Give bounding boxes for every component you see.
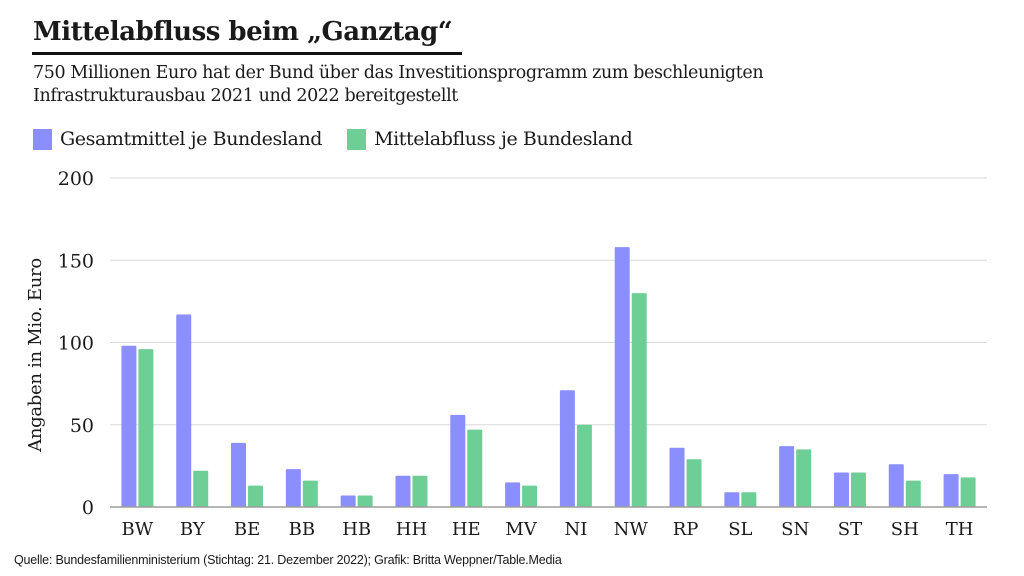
bar-sh-series-2 [905,480,921,507]
x-tick-label: NI [564,519,587,540]
bar-sl-series-2 [741,492,757,507]
bar-rp-series-2 [686,459,702,507]
x-tick-label: BB [289,519,315,540]
bar-th-series-2 [960,477,976,507]
y-axis-ticks: 0 50 100 150 200 [58,168,94,519]
x-tick-label: BW [122,519,154,540]
legend-item-gesamtmittel: Gesamtmittel je Bundesland [33,128,322,150]
bar-sn-series-1 [779,446,795,507]
legend-item-mittelabfluss: Mittelabfluss je Bundesland [347,128,633,150]
x-tick-label: HE [452,519,481,540]
x-tick-label: BE [234,519,260,540]
title-underline [32,52,462,55]
bar-st-series-2 [850,472,866,507]
x-tick-label: TH [946,519,974,540]
x-tick-label: HH [396,519,427,540]
bar-by-series-1 [176,314,192,507]
x-tick-label: SH [891,519,919,540]
x-tick-label: ST [838,519,862,540]
bar-hh-series-2 [412,475,428,507]
bar-nw-series-2 [631,293,647,507]
bar-sh-series-1 [888,464,904,507]
x-tick-label: BY [180,519,206,540]
legend-swatch-series-2 [347,128,367,150]
bar-he-series-1 [450,414,466,507]
source-note: Quelle: Bundesfamilienministerium (Stich… [14,553,562,567]
bar-bw-series-2 [138,349,154,507]
bar-sl-series-1 [724,492,740,507]
bar-bb-series-2 [302,480,318,507]
y-axis-label: Angaben in Mio. Euro [25,258,46,453]
bar-ni-series-1 [559,390,575,507]
bar-mv-series-2 [522,485,538,507]
bars [121,247,976,507]
y-tick-label: 50 [70,415,94,437]
bar-ni-series-2 [576,424,592,507]
bar-sn-series-2 [796,449,812,507]
bar-he-series-2 [467,429,483,507]
x-tick-label: NW [614,519,649,540]
bar-bb-series-1 [285,469,301,507]
chart-title: Mittelabfluss beim „Ganztag“ [33,17,453,47]
x-tick-label: SN [781,519,809,540]
bar-be-series-2 [248,485,264,507]
bar-hh-series-1 [395,475,411,507]
bar-hb-series-2 [357,495,373,507]
subtitle-line-2: Infrastrukturausbau 2021 und 2022 bereit… [33,86,458,106]
x-axis-ticks: BW BY BE BB HB HH HE MV NI NW RP SL SN ST SH TH [122,519,974,540]
x-tick-label: RP [673,519,699,540]
bar-th-series-1 [943,474,959,507]
bar-by-series-2 [193,470,209,507]
bar-rp-series-1 [669,447,685,507]
bar-bw-series-1 [121,345,137,507]
x-tick-label: SL [728,519,752,540]
y-tick-label: 200 [58,168,94,190]
chart-subtitle: 750 Millionen Euro hat der Bund über das… [33,62,933,108]
legend-label-series-1: Gesamtmittel je Bundesland [60,128,323,150]
y-tick-label: 150 [58,250,94,272]
subtitle-line-1: 750 Millionen Euro hat der Bund über das… [33,63,764,83]
chart-legend: Gesamtmittel je Bundesland Mittelabfluss… [33,128,657,150]
bar-st-series-1 [833,472,849,507]
y-tick-label: 0 [82,497,94,519]
bar-nw-series-1 [614,247,630,507]
x-tick-label: HB [342,519,371,540]
y-tick-label: 100 [58,333,94,355]
gridlines [110,177,987,426]
x-tick-label: MV [505,519,537,540]
bar-be-series-1 [231,442,247,507]
legend-label-series-2: Mittelabfluss je Bundesland [374,128,633,150]
bar-mv-series-1 [505,482,521,507]
bar-hb-series-1 [340,495,356,507]
legend-swatch-series-1 [33,128,52,150]
